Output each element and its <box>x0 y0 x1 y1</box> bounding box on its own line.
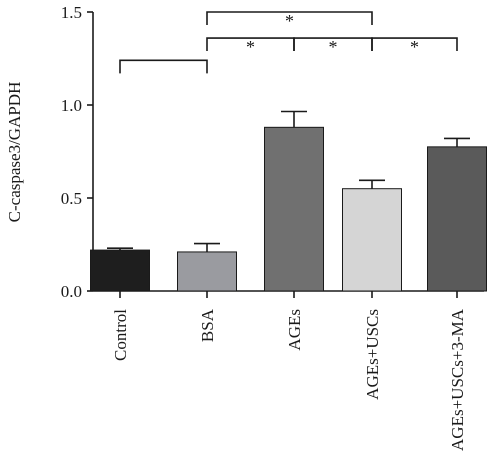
bar-1 <box>177 251 237 292</box>
significance-bracket <box>371 37 458 52</box>
y-tick-label: 1.5 <box>61 3 82 22</box>
significance-bracket <box>119 59 208 74</box>
error-bars <box>107 110 470 252</box>
bars <box>90 126 487 292</box>
y-tick-label: 1.0 <box>61 96 82 115</box>
y-axis-title: C-caspase3/GAPDH <box>5 82 24 223</box>
x-tick-label: Control <box>111 309 130 361</box>
significance-bracket <box>206 11 373 25</box>
bar-4 <box>427 146 487 292</box>
x-tick-label: BSA <box>198 308 217 342</box>
x-tick-label: AGEs+USCs <box>363 309 382 400</box>
significance-label: * <box>246 37 255 57</box>
x-tick-label: AGEs <box>285 309 304 351</box>
tick-labels: 0.0 0.5 1.0 1.5 Control BSA AGEs AGEs+USCs AGEs+… <box>61 3 467 451</box>
bar-0 <box>90 249 150 292</box>
bar-3 <box>342 188 402 292</box>
significance-label: * <box>410 37 419 57</box>
y-tick-label: 0.5 <box>61 189 82 208</box>
y-tick-label: 0.0 <box>61 282 82 301</box>
significance-label: * <box>329 37 338 57</box>
significance-brackets: * * * * <box>119 11 458 74</box>
significance-label: * <box>285 11 294 31</box>
x-tick-label: AGEs+USCs+3-MA <box>448 308 467 451</box>
bar-2 <box>264 126 324 292</box>
